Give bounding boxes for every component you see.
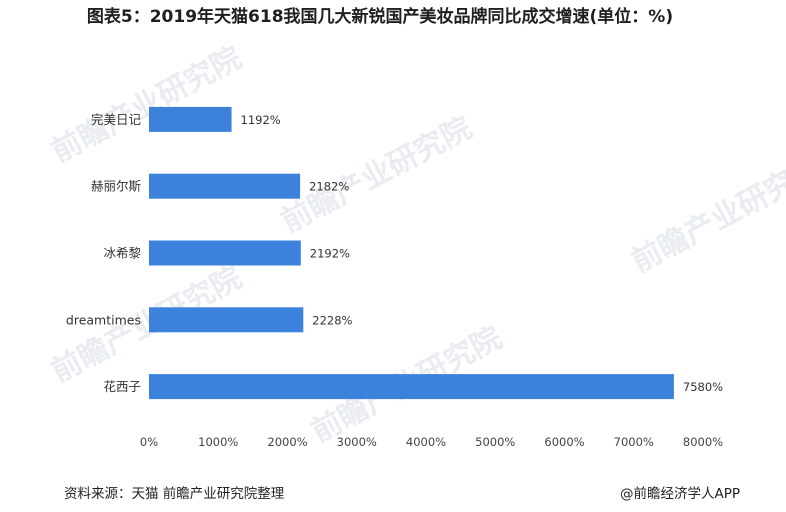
brand-credit: @前瞻经济学人APP: [619, 486, 740, 502]
bar-4: [149, 307, 304, 333]
value-label: 2228%: [312, 313, 352, 327]
category-label: 花西子: [103, 379, 141, 394]
bar-1: [149, 106, 232, 132]
value-label: 1192%: [241, 113, 281, 127]
bar-5: [149, 374, 674, 400]
x-tick-label: 7000%: [614, 435, 654, 449]
x-tick-label: 3000%: [337, 435, 377, 449]
bar-3: [149, 240, 301, 266]
x-tick-label: 4000%: [406, 435, 446, 449]
category-label: dreamtimes: [66, 312, 141, 327]
value-label: 2192%: [310, 247, 350, 261]
x-tick-label: 2000%: [267, 435, 307, 449]
x-tick-label: 0%: [140, 435, 158, 449]
source-note: 资料来源：天猫 前瞻产业研究院整理: [64, 486, 285, 502]
value-label: 7580%: [683, 380, 723, 394]
category-label: 赫丽尔斯: [91, 179, 141, 194]
bar-chart: 完美日记 1192% 赫丽尔斯 2182% 冰希黎 2192% dreamtimes 2228…: [66, 106, 723, 449]
chart-title: 图表5：2019年天猫618我国几大新锐国产美妆品牌同比成交增速(单位：%): [86, 7, 674, 27]
x-tick-label: 5000%: [475, 435, 515, 449]
bar-2: [149, 173, 301, 199]
category-label: 完美日记: [91, 112, 142, 127]
x-tick-label: 8000%: [683, 435, 723, 449]
value-label: 2182%: [309, 180, 349, 194]
x-tick-label: 6000%: [544, 435, 584, 449]
category-label: 冰希黎: [103, 246, 141, 261]
x-tick-label: 1000%: [198, 435, 238, 449]
